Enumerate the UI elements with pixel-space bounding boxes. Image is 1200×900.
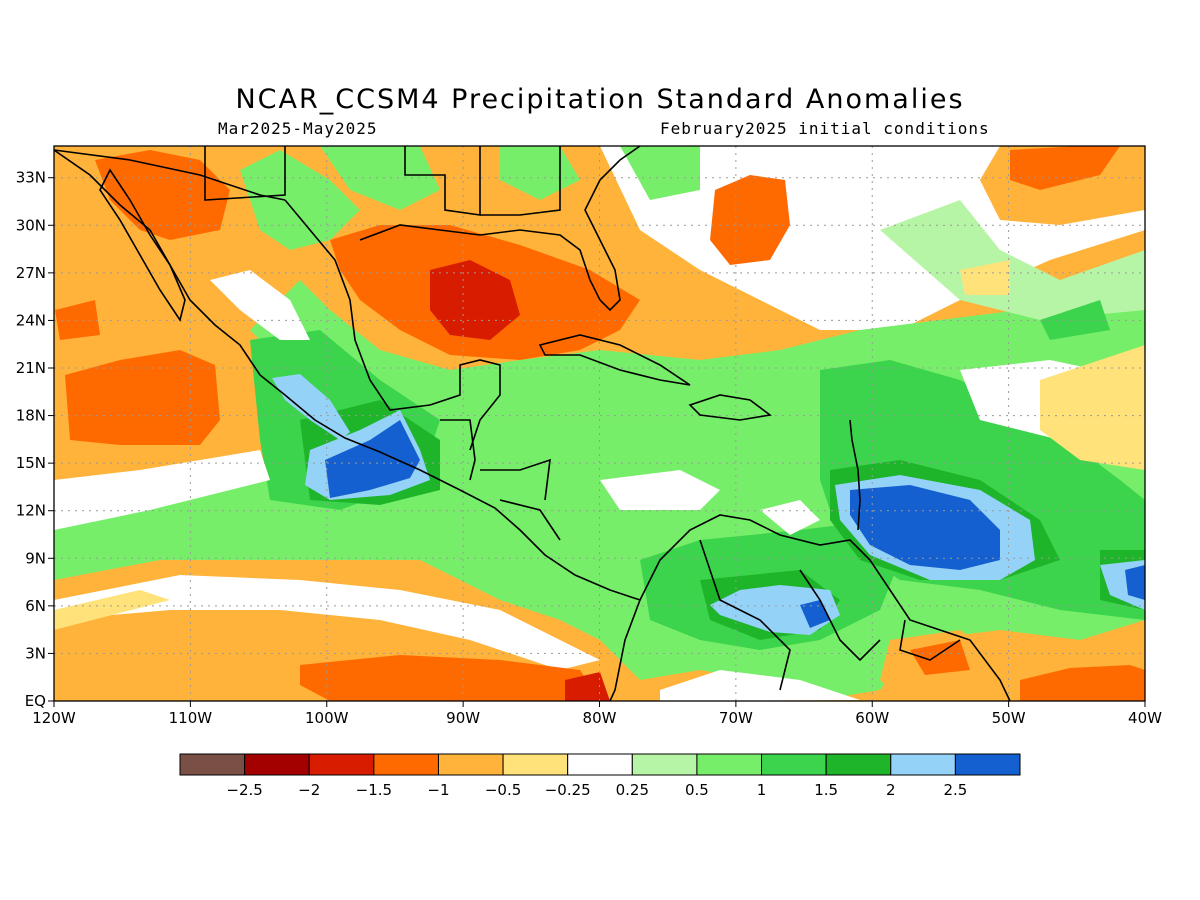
legend-swatch <box>761 753 827 776</box>
legend-swatch <box>696 753 763 776</box>
lat-label: 21N <box>16 359 46 377</box>
legend-label: 0.25 <box>616 781 649 799</box>
legend-swatch <box>244 753 310 776</box>
lon-label: 100W <box>305 709 349 727</box>
legend-label: −0.25 <box>545 781 591 799</box>
lat-label: 33N <box>16 169 46 187</box>
lat-label: EQ <box>25 692 46 710</box>
legend-label: −0.5 <box>485 781 521 799</box>
lat-label: 12N <box>16 502 46 520</box>
legend-swatch <box>567 753 633 776</box>
lat-label: 18N <box>16 407 46 425</box>
legend-label: 2.5 <box>943 781 967 799</box>
legend-swatch <box>631 753 698 776</box>
lon-label: 50W <box>992 709 1026 727</box>
legend-swatch <box>373 753 439 776</box>
lat-label: 27N <box>16 264 46 282</box>
color-legend: −2.5 −2 −1.5 −1 −0.5 −0.25 0.25 0.5 1 1.5 2 2.5 <box>179 753 1021 799</box>
legend-swatch <box>437 753 504 776</box>
lat-label: 15N <box>16 454 46 472</box>
lat-label: 30N <box>16 216 46 234</box>
legend-swatch <box>502 753 569 776</box>
lat-label: 24N <box>16 311 46 329</box>
legend-swatch <box>179 753 246 776</box>
legend-swatch <box>890 753 956 776</box>
forecast-period: Mar2025-May2025 <box>218 119 378 138</box>
legend-swatch <box>954 753 1021 776</box>
lat-label: 9N <box>25 549 46 567</box>
axis-labels: 120W 110W 100W 90W 80W 70W 60W 50W 40W EQ 3N 6N 9N 12… <box>16 169 1162 727</box>
lon-label: 120W <box>32 709 76 727</box>
legend-label: −2.5 <box>226 781 262 799</box>
lat-label: 6N <box>25 597 46 615</box>
legend-label: −1 <box>427 781 449 799</box>
legend-label: 1 <box>757 781 767 799</box>
lon-label: 60W <box>855 709 889 727</box>
map-title: NCAR_CCSM4 Precipitation Standard Anomal… <box>235 84 965 115</box>
lat-label: 3N <box>25 644 46 662</box>
coastlines <box>54 146 1011 701</box>
legend-label: −2 <box>298 781 320 799</box>
lon-label: 110W <box>169 709 213 727</box>
initial-conditions: February2025 initial conditions <box>660 119 990 138</box>
legend-swatch <box>825 753 892 776</box>
legend-label: −1.5 <box>356 781 392 799</box>
legend-label: 1.5 <box>814 781 838 799</box>
legend-label: 2 <box>886 781 896 799</box>
legend-swatch <box>308 753 375 776</box>
anomaly-field <box>54 146 1145 701</box>
lon-label: 80W <box>583 709 617 727</box>
lon-label: 40W <box>1128 709 1162 727</box>
lon-label: 90W <box>446 709 480 727</box>
legend-label: 0.5 <box>685 781 709 799</box>
lon-label: 70W <box>719 709 753 727</box>
